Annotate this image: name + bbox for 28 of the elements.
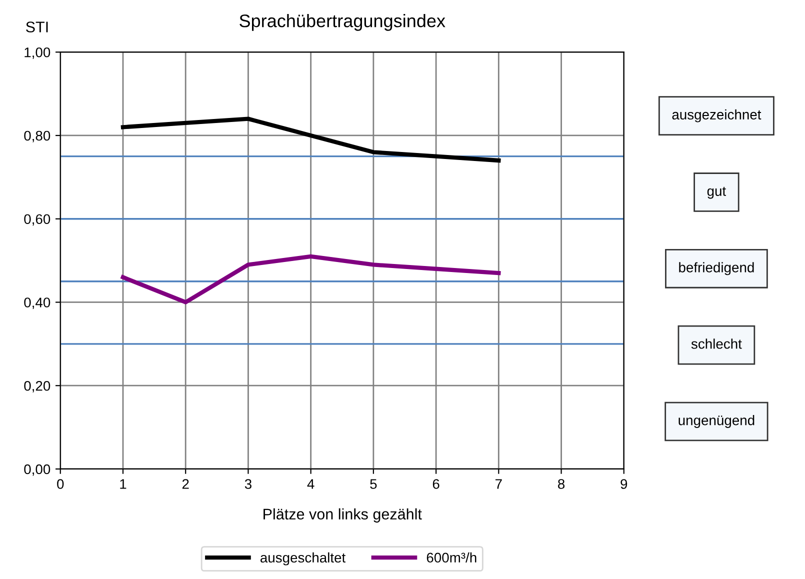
x-tick-label: 1	[120, 479, 126, 489]
x-tick-label: 6	[432, 479, 440, 489]
x-tick-label: 4	[307, 479, 314, 489]
x-tick-label: 5	[370, 479, 377, 489]
y-tick-label: 1,00	[24, 47, 50, 59]
x-tick-label: 3	[244, 479, 252, 489]
text: befriedigend	[679, 262, 754, 276]
y-tick-label: 0,00	[24, 464, 50, 476]
text: ungenügend	[678, 415, 754, 428]
text: schlecht	[691, 338, 742, 349]
x-tick-label: 9	[620, 479, 628, 489]
y-axis-title: STI	[26, 22, 48, 32]
y-tick-label: 0,20	[24, 380, 50, 392]
x-tick-label: 0	[57, 479, 64, 489]
chart-title: Sprachübertragungsindex	[240, 14, 446, 31]
y-tick-label: 0,80	[24, 130, 50, 142]
text: gut	[707, 186, 726, 199]
y-tick-label: 0,40	[24, 298, 50, 310]
text: ausgezeichnet	[672, 109, 762, 122]
legend-label: ausgeschaltet	[260, 552, 346, 566]
legend-label: 600m³/h	[426, 552, 476, 563]
x-tick-label: 8	[558, 479, 565, 489]
line-series	[120, 254, 501, 304]
x-tick-label: 2	[182, 479, 189, 489]
line-series	[120, 116, 501, 163]
x-tick-label: 7	[496, 479, 502, 489]
x-axis-title: Plätze von links gezählt	[264, 508, 422, 523]
y-tick-label: 0,60	[24, 214, 50, 226]
